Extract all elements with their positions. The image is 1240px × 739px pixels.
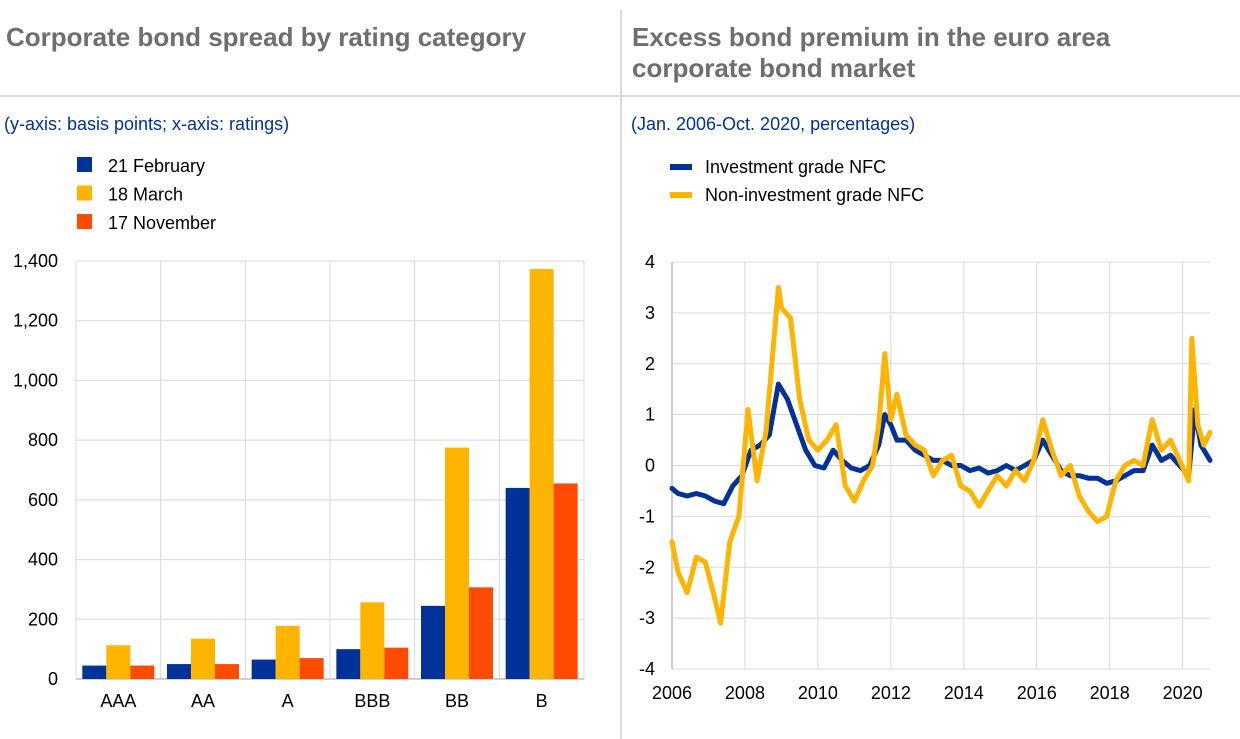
bar-ytick-label: 1,200: [13, 311, 58, 331]
bar-bbb-2: [384, 647, 409, 679]
bar-aaa-2: [130, 665, 155, 679]
bar-aa-2: [215, 664, 239, 679]
bar-xtick-label: BBB: [354, 691, 390, 711]
right-chart-title-text: Excess bond premium in the euro area cor…: [632, 22, 1111, 83]
line-ytick-label: -3: [639, 608, 655, 628]
bar-bb-2: [469, 587, 493, 679]
right-title-rule: [622, 95, 1240, 97]
bar-legend-label: 21 February: [108, 156, 205, 176]
bar-aa-1: [191, 638, 215, 679]
line-xtick-label: 2014: [944, 683, 984, 703]
line-xtick-label: 2012: [871, 683, 911, 703]
bar-bbb-0: [336, 649, 361, 679]
line-xtick-label: 2006: [652, 683, 692, 703]
right-panel: Excess bond premium in the euro area cor…: [622, 0, 1240, 739]
right-chart-title: Excess bond premium in the euro area cor…: [632, 22, 1192, 84]
panel-divider: [620, 10, 622, 739]
bar-legend-label: 17 November: [108, 213, 216, 233]
line-legend-label: Non-investment grade NFC: [705, 185, 924, 205]
bar-b-2: [553, 483, 578, 679]
bar-a-0: [251, 659, 276, 679]
left-panel: Corporate bond spread by rating category…: [0, 22, 620, 711]
bar-legend-swatch: [77, 157, 92, 172]
left-chart-title: Corporate bond spread by rating category: [6, 22, 527, 52]
bar-a-2: [299, 658, 324, 679]
bar-ytick-label: 1,000: [13, 370, 58, 390]
bar-xtick-label: B: [536, 691, 548, 711]
line-ytick-label: 1: [645, 405, 655, 425]
bar-aaa-1: [106, 645, 131, 679]
line-xtick-label: 2008: [725, 683, 765, 703]
bar-ytick-label: 600: [28, 490, 58, 510]
bar-legend-swatch: [77, 185, 92, 201]
bar-b-0: [505, 487, 530, 679]
line-ytick-label: -4: [639, 659, 655, 679]
bar-bb-1: [445, 447, 469, 679]
bar-xtick-label: AAA: [100, 691, 136, 711]
line-legend-label: Investment grade NFC: [705, 157, 886, 177]
bar-b-1: [529, 269, 554, 679]
bar-a-1: [275, 625, 300, 679]
line-xtick-label: 2020: [1163, 683, 1203, 703]
bar-ytick-label: 1,400: [13, 251, 58, 271]
bar-xtick-label: AA: [191, 691, 215, 711]
bar-bb-0: [421, 605, 445, 679]
bar-bbb-1: [360, 602, 385, 679]
line-ytick-label: 0: [645, 456, 655, 476]
line-ytick-label: 4: [645, 252, 655, 272]
bar-aaa-0: [82, 665, 107, 679]
bar-xtick-label: BB: [445, 691, 469, 711]
bar-ytick-label: 400: [28, 550, 58, 570]
left-title-rule: [0, 95, 620, 97]
line-xtick-label: 2018: [1090, 683, 1130, 703]
line-ytick-label: 2: [645, 354, 655, 374]
bar-legend-label: 18 March: [108, 185, 183, 205]
line-ytick-label: -2: [639, 557, 655, 577]
bar-legend-swatch: [77, 214, 92, 229]
right-chart-subtitle: (Jan. 2006-Oct. 2020, percentages): [631, 114, 916, 134]
line-xtick-label: 2010: [798, 683, 838, 703]
line-series-1: [669, 284, 1213, 626]
bar-ytick-label: 0: [48, 669, 58, 689]
bar-ytick-label: 800: [28, 430, 58, 450]
bar-xtick-label: A: [282, 691, 294, 711]
left-chart-subtitle: (y-axis: basis points; x-axis: ratings): [4, 114, 290, 134]
bar-aa-0: [167, 664, 191, 679]
line-chart: 4 3 2 1 0 -1 -2 -3 -4 2006 2008 2010 2012 2014 2016 201…: [639, 157, 1213, 703]
line-xtick-label: 2016: [1017, 683, 1057, 703]
bar-ytick-label: 200: [28, 609, 58, 629]
line-ytick-label: -1: [639, 506, 655, 526]
line-ytick-label: 3: [645, 303, 655, 323]
